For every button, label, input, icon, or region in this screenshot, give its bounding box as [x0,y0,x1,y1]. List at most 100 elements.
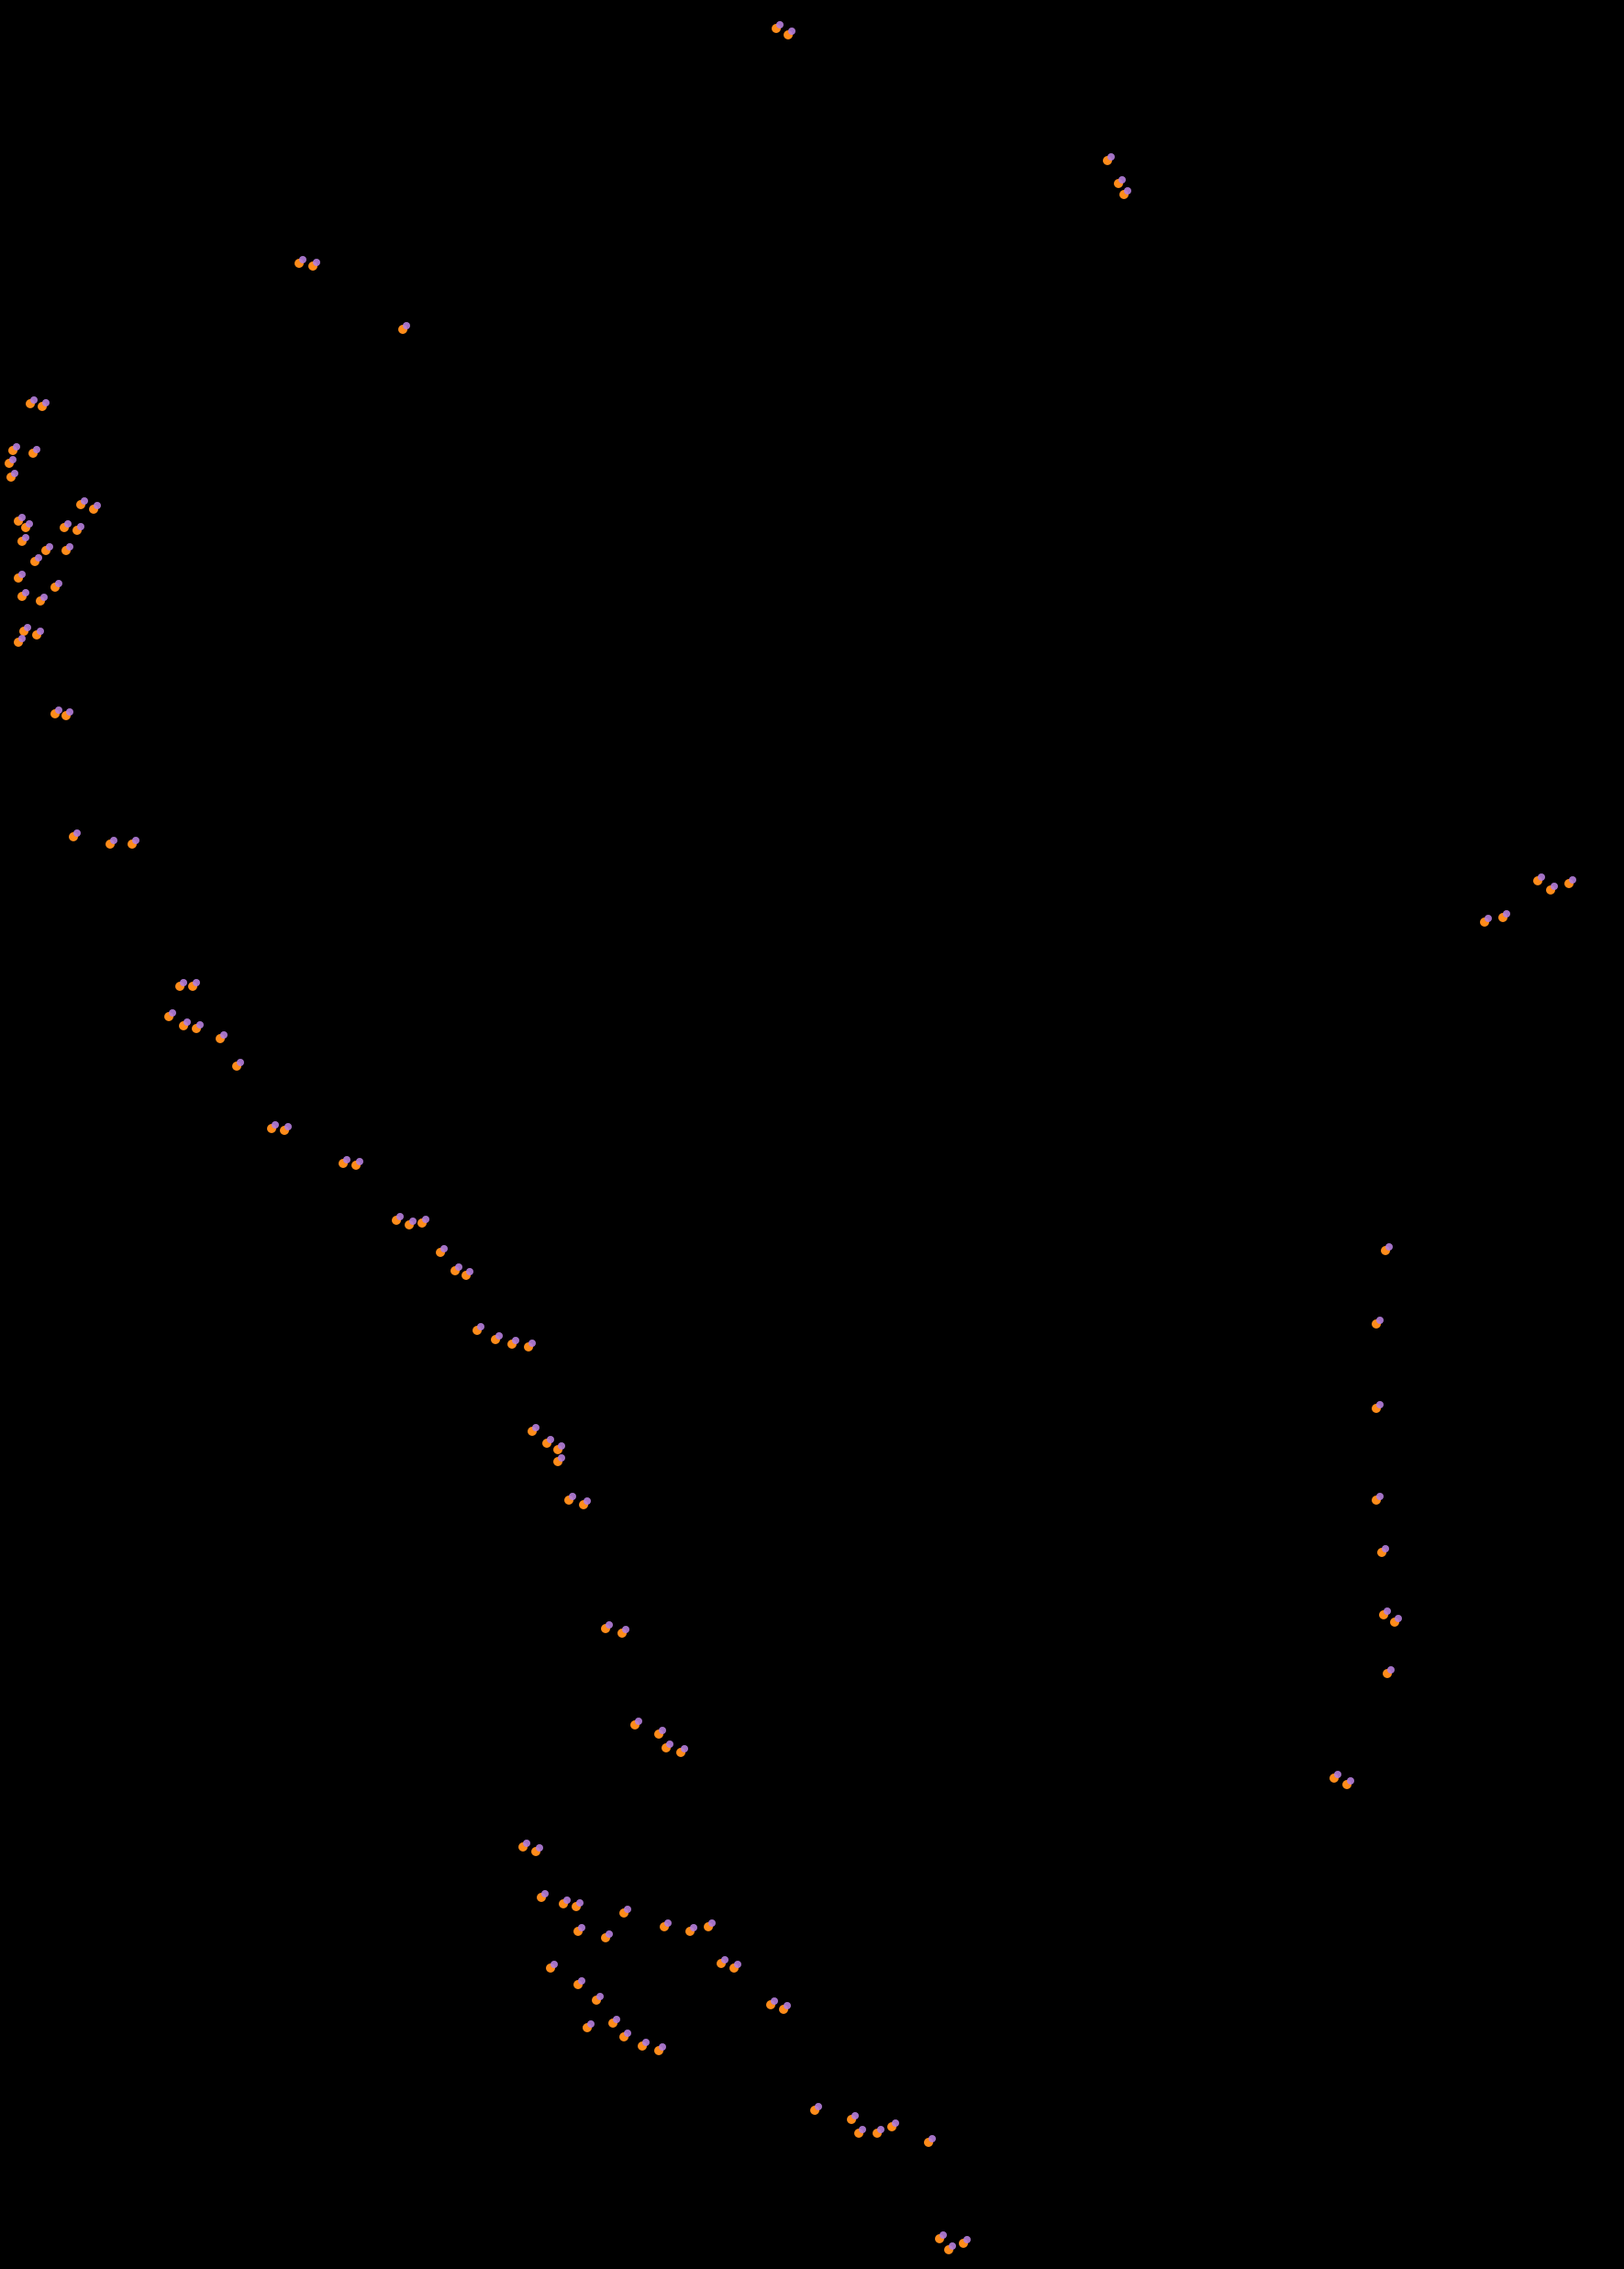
scatter-point-series-b [613,2016,620,2023]
scatter-point-series-b [690,1924,697,1931]
scatter-point-series-b [1124,187,1131,195]
scatter-point-series-b [169,1009,176,1017]
scatter-point-series-b [42,399,50,406]
scatter-point-series-b [541,1890,549,1897]
scatter-point-series-b [558,1442,565,1450]
scatter-point-series-b [40,594,48,601]
scatter-point-series-b [606,1621,613,1629]
scatter-point-series-b [24,624,31,631]
scatter-point-series-b [94,502,101,509]
scatter-point-series-b [576,1899,584,1907]
scatter-point-series-b [528,1340,536,1347]
scatter-point-series-b [73,829,81,837]
scatter-point-series-b [37,628,44,635]
scatter-point-series-b [1503,910,1510,918]
scatter-point-series-b [110,837,117,844]
scatter-point-series-b [664,1919,672,1927]
scatter-point-series-b [22,589,29,596]
scatter-point-series-b [237,1059,244,1066]
scatter-point-series-b [523,1840,530,1847]
scatter-point-series-b [35,554,42,562]
scatter-point-series-b [356,1158,363,1165]
scatter-point-series-b [77,523,84,530]
scatter-point-series-b [940,2231,947,2239]
scatter-point-series-b [1107,153,1115,161]
scatter-point-series-b [569,1493,576,1500]
scatter-point-series-b [949,2242,956,2250]
scatter-plot [0,0,1624,2269]
scatter-point-series-b [132,837,139,844]
scatter-point-series-b [681,1745,688,1752]
scatter-point-series-b [1376,1401,1384,1408]
scatter-point-series-b [578,1977,585,1985]
scatter-point-series-b [584,1497,591,1505]
scatter-point-series-b [495,1332,503,1340]
scatter-point-series-b [409,1218,417,1225]
scatter-point-series-b [299,256,306,263]
scatter-point-series-b [33,446,40,453]
scatter-point-series-b [851,2112,859,2119]
scatter-point-series-b [1376,1317,1384,1324]
scatter-point-series-b [659,1727,666,1734]
scatter-point-series-b [635,1718,642,1725]
scatter-point-series-b [1385,1243,1393,1251]
scatter-point-series-b [784,2002,791,2009]
scatter-point-series-b [642,2039,650,2046]
scatter-point-series-b [1334,1771,1341,1778]
scatter-point-series-b [929,2135,936,2142]
scatter-point-series-b [193,979,200,986]
scatter-point-series-b [11,470,18,477]
scatter-point-series-b [551,1961,558,1968]
scatter-point-series-b [587,2020,595,2028]
scatter-point-series-b [771,1997,778,2005]
scatter-point-series-b [1118,176,1126,184]
scatter-point-series-b [859,2126,866,2133]
scatter-point-series-b [1347,1777,1354,1785]
scatter-point-series-b [666,1741,673,1748]
scatter-point-series-b [1538,873,1545,881]
scatter-point-series-b [272,1121,279,1129]
scatter-point-series-b [343,1156,350,1163]
scatter-point-series-b [455,1263,462,1271]
scatter-point-series-b [180,979,187,986]
scatter-point-series-b [30,396,38,404]
scatter-point-series-b [1387,1666,1395,1674]
scatter-point-series-b [403,322,410,329]
scatter-point-series-b [1485,915,1492,922]
scatter-point-series-b [184,1018,191,1026]
scatter-point-series-b [477,1323,484,1330]
scatter-point-series-b [558,1454,565,1462]
scatter-point-series-b [22,534,29,541]
scatter-point-series-b [776,21,784,28]
scatter-point-series-b [892,2119,899,2127]
scatter-point-series-b [788,28,795,35]
scatter-point-series-b [547,1436,554,1443]
scatter-point-series-b [422,1216,429,1223]
scatter-point-series-b [624,1906,631,1913]
scatter-point-series-b [815,2103,822,2110]
scatter-point-series-b [1384,1607,1391,1615]
scatter-point-series-b [81,497,88,505]
scatter-point-series-b [659,2043,666,2051]
scatter-point-series-b [18,571,26,578]
scatter-point-series-b [220,1031,228,1039]
scatter-point-series-b [18,635,26,642]
scatter-point-series-b [1551,883,1558,890]
scatter-point-series-b [46,543,53,551]
scatter-point-series-b [512,1337,519,1344]
scatter-point-series-b [55,580,62,587]
scatter-point-series-b [578,1924,585,1931]
scatter-point-series-b [396,1213,404,1220]
scatter-point-series-b [708,1919,716,1927]
scatter-point-series-b [66,543,73,551]
scatter-point-series-b [963,2236,971,2243]
scatter-point-series-b [284,1123,292,1130]
scatter-point-series-b [1376,1493,1384,1500]
scatter-point-series-b [1569,876,1576,884]
scatter-point-series-b [622,1626,629,1633]
scatter-point-series-b [877,2126,884,2133]
scatter-point-series-b [624,2030,631,2037]
scatter-point-series-b [196,1021,204,1029]
scatter-point-series-b [536,1844,543,1852]
scatter-point-series-b [1395,1615,1402,1622]
